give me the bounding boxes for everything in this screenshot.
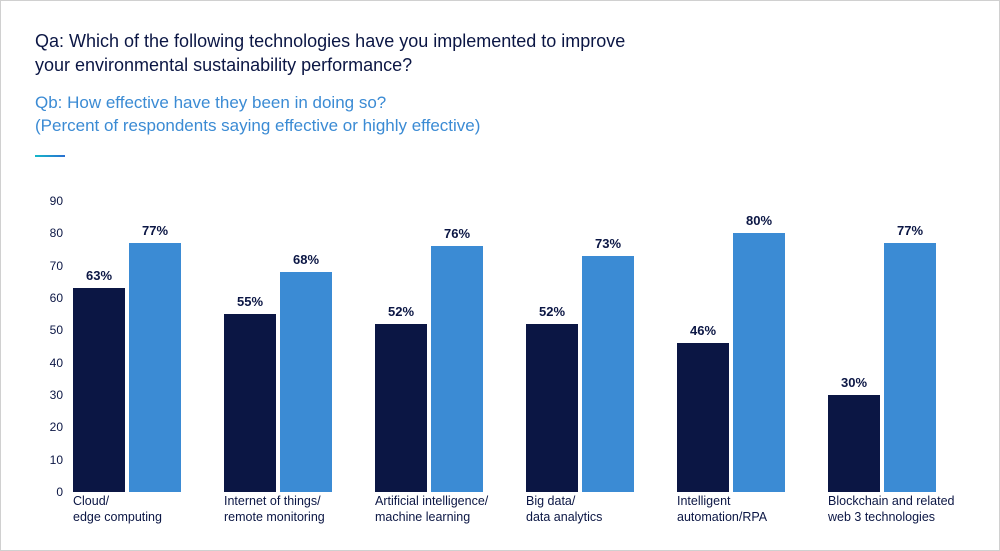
bar-group: 55%68% [224,201,332,492]
bar-value-label: 30% [828,375,880,390]
category-label: Blockchain and related web 3 technologie… [828,494,954,525]
bar-value-label: 68% [280,252,332,267]
y-tick-label: 50 [35,323,63,337]
bar-value-label: 55% [224,294,276,309]
chart-frame: Qa: Which of the following technologies … [0,0,1000,551]
bar-series-a: 63% [73,288,125,492]
bar-series-a: 46% [677,343,729,492]
y-tick-label: 30 [35,388,63,402]
y-tick-label: 0 [35,485,63,499]
bar-series-b: 77% [884,243,936,492]
y-tick-label: 10 [35,453,63,467]
bar-value-label: 80% [733,213,785,228]
bar-group: 63%77% [73,201,181,492]
bar-value-label: 46% [677,323,729,338]
bar-value-label: 52% [526,304,578,319]
question-b-title: Qb: How effective have they been in doin… [35,92,655,138]
bar-series-b: 73% [582,256,634,492]
category-label: Intelligent automation/RPA [677,494,767,525]
bar-series-a: 55% [224,314,276,492]
bar-series-b: 80% [733,233,785,492]
question-a-title: Qa: Which of the following technologies … [35,29,655,78]
y-tick-label: 70 [35,259,63,273]
plot-area: 63%77%55%68%52%76%52%73%46%80%30%77% [73,201,965,492]
bar-series-a: 52% [526,324,578,492]
bar-series-b: 68% [280,272,332,492]
bar-group: 52%73% [526,201,634,492]
category-label: Big data/ data analytics [526,494,602,525]
bar-group: 52%76% [375,201,483,492]
y-tick-label: 60 [35,291,63,305]
bar-group: 46%80% [677,201,785,492]
category-label: Cloud/ edge computing [73,494,162,525]
bar-series-b: 77% [129,243,181,492]
bar-group: 30%77% [828,201,936,492]
bar-value-label: 77% [884,223,936,238]
bar-value-label: 73% [582,236,634,251]
bar-value-label: 63% [73,268,125,283]
bar-value-label: 76% [431,226,483,241]
y-tick-label: 20 [35,420,63,434]
category-label: Artificial intelligence/ machine learnin… [375,494,488,525]
category-labels: Cloud/ edge computing Internet of things/… [73,494,965,534]
bar-value-label: 77% [129,223,181,238]
bar-series-b: 76% [431,246,483,492]
y-tick-label: 40 [35,356,63,370]
bar-value-label: 52% [375,304,427,319]
legend-accent-bar [35,155,65,157]
category-label: Internet of things/ remote monitoring [224,494,325,525]
bar-series-a: 52% [375,324,427,492]
bar-series-a: 30% [828,395,880,492]
y-axis: 0102030405060708090 [35,201,63,492]
chart-area: 0102030405060708090 63%77%55%68%52%76%52… [35,201,965,492]
y-tick-label: 80 [35,226,63,240]
y-tick-label: 90 [35,194,63,208]
